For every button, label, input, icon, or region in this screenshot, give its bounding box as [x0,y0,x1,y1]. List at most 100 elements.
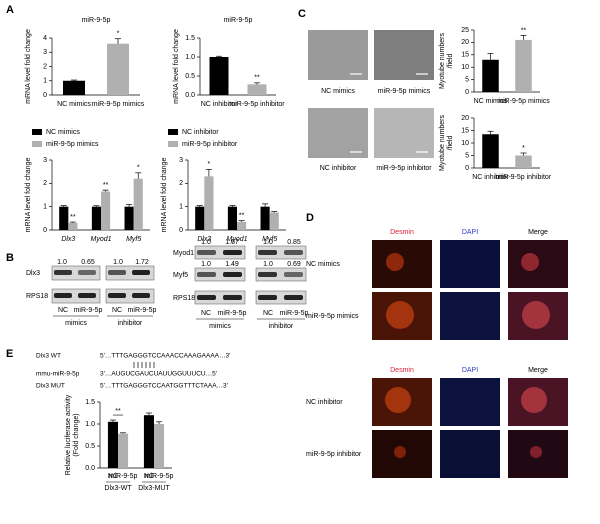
ratio: 1.49 [225,261,239,268]
lane-label: miR-9-5p [280,310,309,317]
micrograph [374,30,434,80]
y-tick-label: 1 [43,78,47,85]
panel-label: E [6,348,13,360]
y-tick-label: 3 [179,157,183,164]
band [284,250,303,255]
legend-label: miR-9-5p inhibitor [182,141,238,148]
ratio: 1.0 [57,259,67,266]
blot-left: 1.0 0.65 1.0 1.72 Dlx3 RPS18 NC miR-9-5p… [26,259,156,327]
micrograph [308,108,368,158]
y-tick-label: 0 [43,92,47,99]
y-axis-label: (Fold change) [73,413,80,456]
band [258,295,277,300]
x-tick-label: miR-9-5p mimics [497,98,550,105]
micrograph [374,108,434,158]
lane-label: miR-9-5p [74,307,103,314]
signal [521,253,539,271]
image [440,292,500,340]
seq-label: mmu-miR-9-5p [36,371,80,378]
y-axis-label: /field [447,54,454,69]
bar [63,80,85,95]
ratio: 1.67 [225,239,239,246]
y-axis-label: Myotube numbers [439,114,446,171]
x-tick-label: Myod1 [226,236,247,243]
y-tick-label: 2 [43,180,47,187]
bar [107,43,129,95]
band [54,293,72,298]
signal [394,446,406,458]
y-tick-label: 10 [461,64,469,71]
y-tick-label: 0 [179,227,183,234]
significance: * [208,161,211,168]
y-tick-label: 15 [461,127,469,134]
row-label: miR-9-5p inhibitor [306,451,362,458]
bar [227,206,237,230]
row-label: NC mimics [306,261,340,268]
channel-label: DAPI [462,229,478,236]
micrograph [308,30,368,80]
y-tick-label: 0.5 [185,73,195,80]
y-tick-label: 3 [43,157,47,164]
ratio: 1.0 [113,259,123,266]
signal [386,301,414,329]
y-tick-label: 1.5 [85,399,95,406]
x-tick-label: NC mimics [474,98,508,105]
x-tick-label: Myf5 [126,236,141,243]
blot [255,290,307,305]
lane-label: NC [263,310,273,317]
x-tick-label: NC inhibitor [472,174,509,181]
legend-swatch [32,141,42,147]
panel-label: C [298,8,306,20]
significance: ** [254,75,260,82]
band [132,270,150,275]
ratio: 1.0 [201,239,211,246]
y-tick-label: 25 [461,27,469,34]
band [284,295,303,300]
band [78,270,96,275]
y-tick-label: 5 [465,76,469,83]
bar [482,134,499,168]
band [108,270,126,275]
chart-title: miR-9-5p [82,17,111,24]
y-axis-label: mRNA level fold change [25,158,32,233]
y-tick-label: 10 [461,140,469,147]
y-tick-label: 15 [461,52,469,59]
significance: ** [103,182,109,189]
blot [194,290,246,305]
x-tick-label: NC mimics [57,101,91,108]
sequence: 5'…TTTGAGGGTCCAAACCAAAGAAAA…3' [100,353,230,360]
bar-label: miR-9-5p [109,473,138,480]
seq-label: Dlx3 WT [36,353,61,360]
y-axis-label: Relative luciferase activity [65,394,72,475]
blot [255,245,307,260]
y-tick-label: 1.0 [85,421,95,428]
sequence: 5'…TTTGAGGGTCCAATGGTTTCTAAA…3' [100,383,228,390]
band [132,293,150,298]
significance: ** [239,213,245,220]
band [197,250,216,255]
lane-label: miR-9-5p [218,310,247,317]
y-tick-label: 0 [465,89,469,96]
x-tick-label: Dlx3 [61,236,75,243]
x-tick-label: miR-9-5p inhibitor [496,174,552,181]
y-tick-label: 2 [179,180,183,187]
significance: ** [115,408,121,415]
x-tick-label: Dlx3-MUT [138,485,170,492]
blot [51,265,101,281]
x-tick-label: Myf5 [262,236,277,243]
blot [194,267,246,282]
lane-label: NC [112,307,122,314]
channel-label: Desmin [390,229,414,236]
bar [133,178,143,230]
y-tick-label: 20 [461,39,469,46]
image [440,430,500,478]
band [197,295,216,300]
y-tick-label: 1 [179,204,183,211]
band [223,272,242,277]
channel-label: Merge [528,229,548,236]
band [223,295,242,300]
bar [91,206,101,230]
chart-title: miR-9-5p [224,17,253,24]
panel-label: D [306,212,314,224]
blot [194,245,246,260]
